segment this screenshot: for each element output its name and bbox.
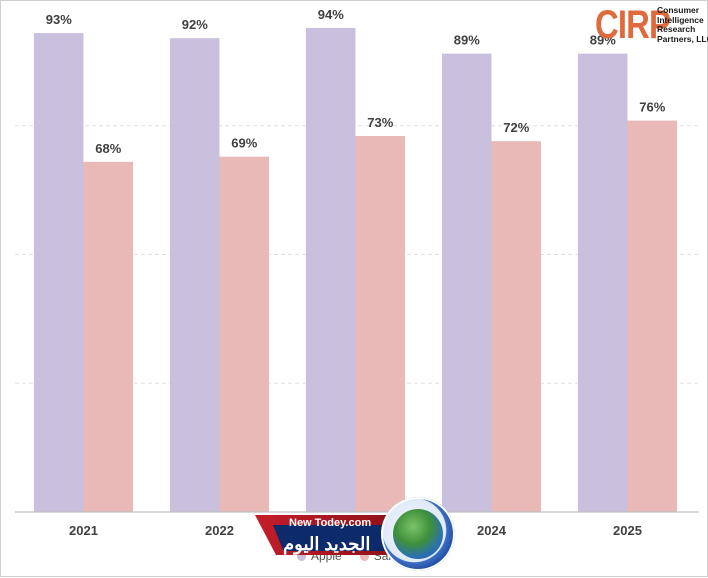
bar-samsung-2023 bbox=[355, 136, 405, 513]
logo-mark: CIRP bbox=[595, 3, 671, 47]
data-label-samsung-2023: 73% bbox=[367, 115, 393, 130]
data-label-apple-2021: 93% bbox=[46, 12, 72, 27]
bar-apple-2024 bbox=[442, 53, 492, 513]
x-tick-2025: 2025 bbox=[613, 523, 642, 538]
bar-apple-2025 bbox=[578, 53, 628, 513]
watermark-arabic: الجديد اليوم bbox=[283, 534, 371, 554]
x-tick-2024: 2024 bbox=[477, 523, 507, 538]
bar-samsung-2022 bbox=[219, 156, 269, 512]
watermark-site: New Todey.com bbox=[289, 517, 372, 529]
legend-swatch-samsung bbox=[359, 551, 369, 561]
data-label-apple-2024: 89% bbox=[454, 33, 480, 48]
cirp-logo: CIRP Consumer Intelligence Research Part… bbox=[595, 3, 708, 47]
globe-core bbox=[393, 509, 443, 559]
logo-line-1: Consumer bbox=[657, 5, 700, 15]
data-label-apple-2022: 92% bbox=[182, 17, 208, 32]
bar-apple-2021 bbox=[34, 33, 84, 513]
x-tick-2021: 2021 bbox=[69, 523, 98, 538]
data-label-samsung-2021: 68% bbox=[95, 141, 121, 156]
bar-apple-2022 bbox=[170, 38, 220, 512]
logo-text: Consumer Intelligence Research Partners,… bbox=[657, 5, 708, 44]
data-label-apple-2023: 94% bbox=[318, 7, 344, 22]
bar-samsung-2025 bbox=[627, 120, 677, 512]
globe-icon bbox=[381, 497, 455, 571]
legend-swatch-apple bbox=[297, 551, 306, 561]
watermark-overlay: New Todey.com الجديد اليوم bbox=[255, 497, 465, 578]
data-label-samsung-2025: 76% bbox=[639, 100, 665, 115]
x-tick-2022: 2022 bbox=[205, 523, 234, 538]
logo-line-2: Intelligence bbox=[657, 14, 704, 25]
data-label-apple-2025: 89% bbox=[590, 33, 616, 48]
bar-samsung-2024 bbox=[491, 141, 541, 512]
logo-line-4: Partners, LLC bbox=[657, 33, 708, 44]
logo-line-3: Research bbox=[657, 24, 696, 34]
data-label-samsung-2024: 72% bbox=[503, 120, 529, 135]
data-label-samsung-2022: 69% bbox=[231, 136, 257, 151]
bar-apple-2023 bbox=[306, 27, 356, 513]
bar-samsung-2021 bbox=[83, 161, 133, 513]
